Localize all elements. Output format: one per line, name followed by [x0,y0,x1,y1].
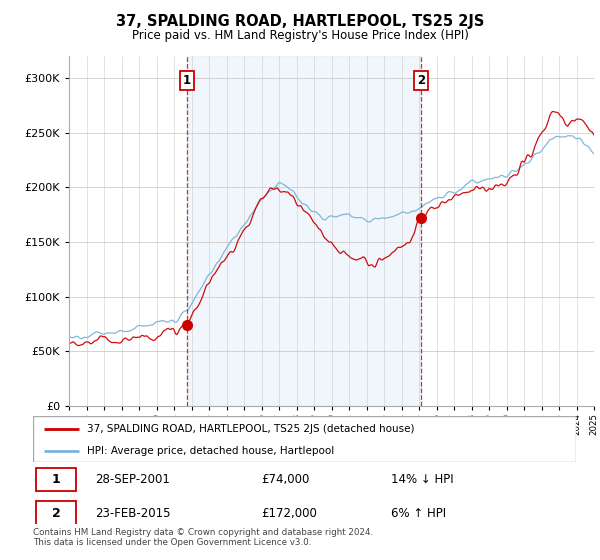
Bar [187,56,421,406]
Text: 6% ↑ HPI: 6% ↑ HPI [391,506,446,520]
Text: 1: 1 [52,473,61,486]
Text: 23-FEB-2015: 23-FEB-2015 [95,506,171,520]
Text: 2: 2 [417,74,425,87]
FancyBboxPatch shape [36,501,76,525]
Text: 2: 2 [52,506,61,520]
Text: 28-SEP-2001: 28-SEP-2001 [95,473,170,486]
Text: Contains HM Land Registry data © Crown copyright and database right 2024.
This d: Contains HM Land Registry data © Crown c… [33,528,373,547]
FancyBboxPatch shape [36,468,76,491]
Text: 14% ↓ HPI: 14% ↓ HPI [391,473,454,486]
Text: 37, SPALDING ROAD, HARTLEPOOL, TS25 2JS: 37, SPALDING ROAD, HARTLEPOOL, TS25 2JS [116,14,484,29]
Text: 1: 1 [183,74,191,87]
FancyBboxPatch shape [33,416,576,462]
Text: £74,000: £74,000 [261,473,310,486]
Text: £172,000: £172,000 [261,506,317,520]
Text: 37, SPALDING ROAD, HARTLEPOOL, TS25 2JS (detached house): 37, SPALDING ROAD, HARTLEPOOL, TS25 2JS … [88,424,415,434]
Text: Price paid vs. HM Land Registry's House Price Index (HPI): Price paid vs. HM Land Registry's House … [131,29,469,42]
Text: HPI: Average price, detached house, Hartlepool: HPI: Average price, detached house, Hart… [88,446,335,455]
